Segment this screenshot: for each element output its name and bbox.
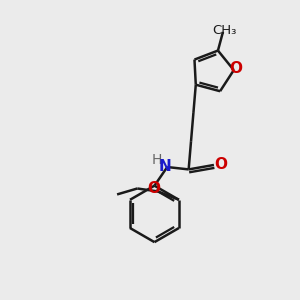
Text: O: O xyxy=(148,181,161,196)
Text: CH₃: CH₃ xyxy=(213,24,237,37)
Text: H: H xyxy=(152,154,162,167)
Text: N: N xyxy=(158,159,171,174)
Text: O: O xyxy=(214,157,227,172)
Text: O: O xyxy=(230,61,242,76)
